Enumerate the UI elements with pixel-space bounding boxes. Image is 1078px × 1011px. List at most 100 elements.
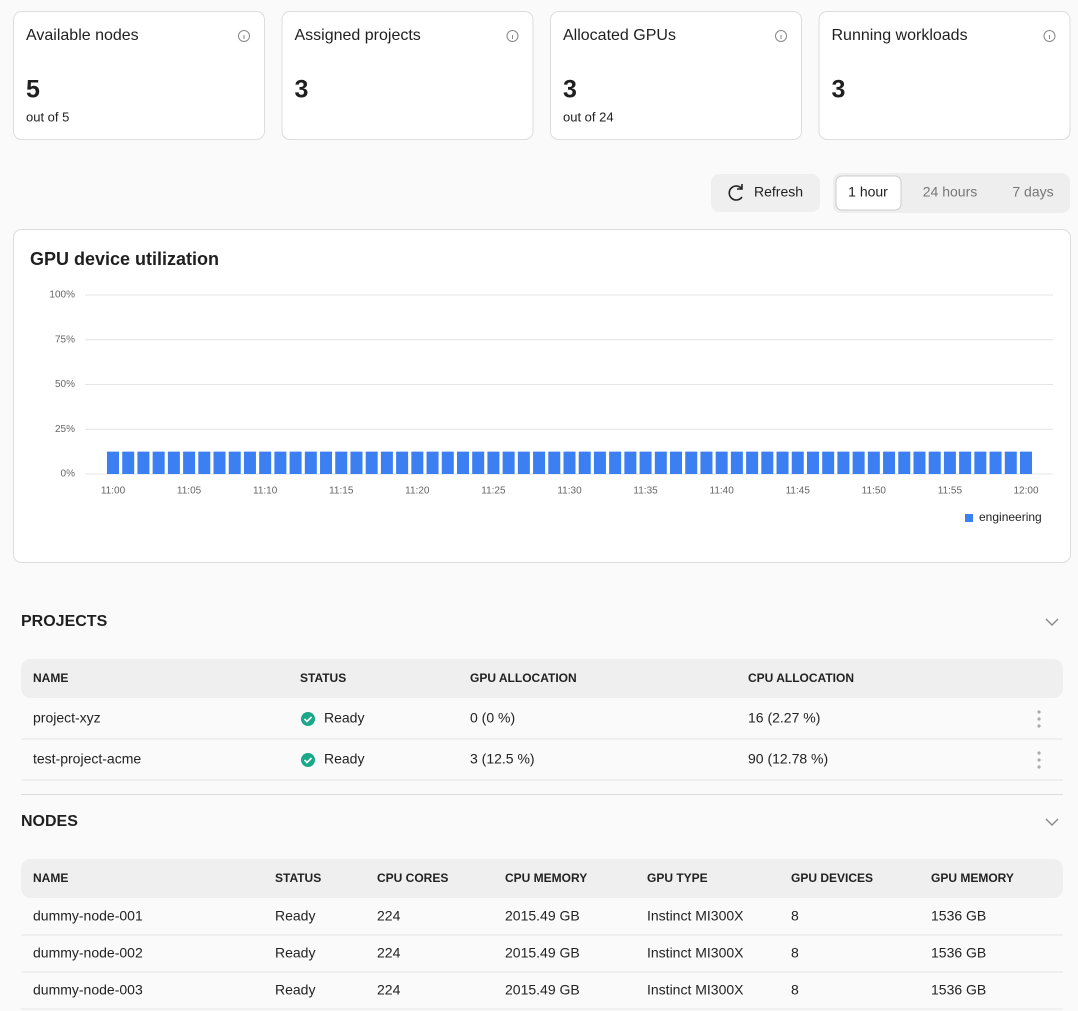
card-value: 3 <box>295 76 309 104</box>
cell: Ready <box>324 710 364 726</box>
bar <box>777 452 789 474</box>
bar <box>1005 452 1017 474</box>
column-header[interactable]: GPU TYPE <box>647 871 708 885</box>
cell: 0 (0 %) <box>470 710 515 726</box>
x-tick-label: 11:55 <box>938 486 963 497</box>
bar <box>290 452 302 474</box>
bar <box>594 452 606 474</box>
cell: 8 <box>791 908 799 924</box>
bar <box>1020 452 1032 474</box>
bar <box>411 452 423 474</box>
row-menu[interactable] <box>1037 710 1040 713</box>
bar <box>366 452 378 474</box>
column-header[interactable]: NAME <box>33 671 68 685</box>
x-tick-label: 12:00 <box>1013 486 1038 497</box>
column-header[interactable]: CPU MEMORY <box>505 871 587 885</box>
bar <box>837 452 849 474</box>
bar <box>244 452 256 474</box>
column-header[interactable]: STATUS <box>300 671 346 685</box>
row-menu[interactable] <box>1037 724 1040 727</box>
legend-swatch <box>965 514 973 522</box>
bar <box>990 452 1002 474</box>
card-value: 3 <box>563 76 577 104</box>
bar <box>853 452 865 474</box>
cell: Ready <box>275 908 315 924</box>
cell: 1536 GB <box>931 908 986 924</box>
section-title: PROJECTS <box>21 613 108 630</box>
bar <box>427 452 439 474</box>
bar <box>822 452 834 474</box>
y-tick-label: 100% <box>49 290 75 301</box>
collapse-icon[interactable] <box>1046 619 1058 625</box>
cell: test-project-acme <box>33 751 141 767</box>
x-tick-label: 11:45 <box>786 486 811 497</box>
card-label: Running workloads <box>832 27 968 44</box>
cell: 1536 GB <box>931 945 986 961</box>
x-tick-label: 11:40 <box>710 486 735 497</box>
card-label: Assigned projects <box>295 27 421 44</box>
row-menu[interactable] <box>1037 751 1040 754</box>
cell: Instinct MI300X <box>647 908 744 924</box>
bar <box>442 452 454 474</box>
column-header[interactable]: GPU DEVICES <box>791 871 873 885</box>
bar <box>807 452 819 474</box>
cell: 8 <box>791 982 799 998</box>
range-option[interactable]: 24 hours <box>923 184 977 200</box>
cell: 224 <box>377 945 401 961</box>
bar <box>761 452 773 474</box>
x-tick-label: 11:50 <box>862 486 887 497</box>
range-option[interactable]: 1 hour <box>848 184 888 200</box>
cell: 2015.49 GB <box>505 908 580 924</box>
y-tick-label: 50% <box>55 379 75 390</box>
bar <box>959 452 971 474</box>
bar <box>868 452 880 474</box>
bar <box>716 452 728 474</box>
column-header[interactable]: GPU MEMORY <box>931 871 1014 885</box>
section-title: NODES <box>21 813 78 830</box>
row-menu[interactable] <box>1037 717 1040 720</box>
bar <box>898 452 910 474</box>
collapse-icon[interactable] <box>1046 819 1058 825</box>
card-sub: out of 24 <box>563 109 614 124</box>
bar <box>518 452 530 474</box>
bar <box>122 452 134 474</box>
row-menu[interactable] <box>1037 765 1040 768</box>
chart-panel <box>14 230 1071 563</box>
bar <box>396 452 408 474</box>
card-label: Allocated GPUs <box>563 27 676 44</box>
column-header[interactable]: CPU ALLOCATION <box>748 671 854 685</box>
x-tick-label: 11:05 <box>177 486 202 497</box>
cell: 8 <box>791 945 799 961</box>
column-header[interactable]: STATUS <box>275 871 321 885</box>
x-tick-label: 11:10 <box>253 486 278 497</box>
cell: Instinct MI300X <box>647 945 744 961</box>
column-header[interactable]: CPU CORES <box>377 871 448 885</box>
bar <box>183 452 195 474</box>
bar <box>731 452 743 474</box>
bar <box>913 452 925 474</box>
bar <box>609 452 621 474</box>
x-tick-label: 11:35 <box>633 486 658 497</box>
y-tick-label: 25% <box>55 424 75 435</box>
cell: 3 (12.5 %) <box>470 751 535 767</box>
range-option[interactable]: 7 days <box>1012 184 1053 200</box>
refresh-label[interactable]: Refresh <box>754 184 803 200</box>
bar <box>381 452 393 474</box>
bar <box>320 452 332 474</box>
bar <box>457 452 469 474</box>
x-tick-label: 11:15 <box>329 486 354 497</box>
column-header[interactable]: GPU ALLOCATION <box>470 671 577 685</box>
bar <box>700 452 712 474</box>
row-menu[interactable] <box>1037 758 1040 761</box>
column-header[interactable]: NAME <box>33 871 68 885</box>
legend-label: engineering <box>979 510 1042 524</box>
bar <box>670 452 682 474</box>
bar <box>229 452 241 474</box>
bar <box>929 452 941 474</box>
bar <box>746 452 758 474</box>
cell: 90 (12.78 %) <box>748 751 828 767</box>
cell: Ready <box>275 982 315 998</box>
cell: 224 <box>377 908 401 924</box>
bar <box>214 452 226 474</box>
